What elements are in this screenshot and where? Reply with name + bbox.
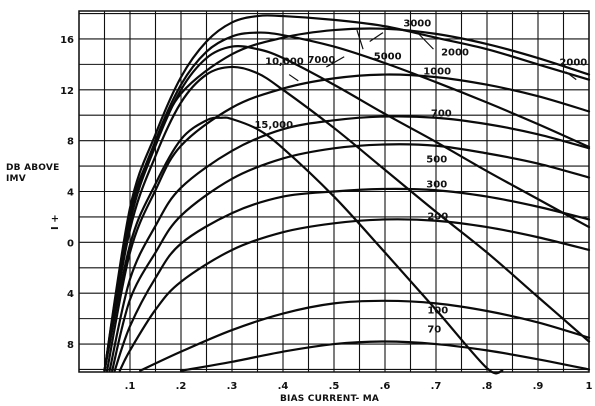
curve-label-10-000: 10,000 xyxy=(265,56,304,67)
curve-700 xyxy=(108,115,591,372)
label-pointer xyxy=(418,33,434,50)
x-tick-label: .3 xyxy=(227,381,238,392)
curve-300 xyxy=(113,187,591,372)
label-pointer xyxy=(326,56,345,68)
curve-label-500: 500 xyxy=(426,154,447,165)
curve-label-100: 100 xyxy=(427,306,448,317)
curve-label-2000: 2000 xyxy=(559,58,587,69)
curve-500 xyxy=(111,143,591,372)
curve-label-700: 700 xyxy=(431,109,452,120)
curve-3000 xyxy=(103,14,591,372)
curve-100 xyxy=(139,299,591,372)
x-tick-label: .1 xyxy=(125,381,136,392)
curve-label-5000: 5000 xyxy=(374,51,402,62)
y-tick-label: 12 xyxy=(60,86,74,97)
curve-label-1000: 1000 xyxy=(423,67,451,78)
curve-70 xyxy=(179,340,591,372)
x-tick-label: .7 xyxy=(431,381,442,392)
curve-15-000 xyxy=(103,116,504,375)
x-tick-label: .9 xyxy=(533,381,544,392)
y-tick-label: 8 xyxy=(67,137,74,148)
label-pointer xyxy=(288,74,299,82)
label-pointer xyxy=(369,32,384,43)
y-tick-label: 4 xyxy=(67,188,74,199)
curve-label-7000: 7000 xyxy=(307,55,335,66)
curve-label-3000: 3000 xyxy=(403,18,431,29)
curve-label-200: 200 xyxy=(427,211,448,222)
label-pointer xyxy=(356,29,364,50)
x-tick-label: .5 xyxy=(329,381,340,392)
label-pointer xyxy=(565,71,577,81)
curve-10-000 xyxy=(103,65,591,372)
curve-label-15-000: 15,000 xyxy=(254,120,293,131)
curve-200 xyxy=(118,218,591,372)
y-tick-label: 8 xyxy=(67,340,74,351)
curve-2000 xyxy=(103,27,591,372)
y-axis-label-line-2: IMV xyxy=(6,174,26,184)
x-tick-label: .8 xyxy=(482,381,493,392)
x-tick-label: .4 xyxy=(278,381,289,392)
y-axis-label-line-1: DB ABOVE xyxy=(6,163,59,173)
curve-label-70: 70 xyxy=(427,325,441,336)
y-tick-label: 4 xyxy=(67,289,74,300)
curve-1000 xyxy=(105,73,591,372)
chart-curves xyxy=(103,14,591,375)
x-tick-label: 1 xyxy=(586,381,593,392)
curve-label-2000: 2000 xyxy=(441,47,469,58)
sign-label: I + xyxy=(50,214,61,230)
x-tick-label: .2 xyxy=(176,381,187,392)
curve-7000 xyxy=(103,44,591,372)
x-axis-label: BIAS CURRENT- MA xyxy=(280,394,379,404)
y-tick-label: 16 xyxy=(60,35,74,46)
curve-label-300: 300 xyxy=(426,180,447,191)
curve-5000 xyxy=(103,31,591,372)
y-tick-label: 0 xyxy=(67,238,74,249)
tick-labels: .1 .2 .3 .4 .5 .6 .7 .8 .9 1 16 12 8 4 0 4 8 xyxy=(60,35,592,392)
x-tick-label: .6 xyxy=(380,381,391,392)
curve-labels: 3000 5000 2000 2000 10,000 7000 1000 700 15,000 5… xyxy=(254,18,587,335)
